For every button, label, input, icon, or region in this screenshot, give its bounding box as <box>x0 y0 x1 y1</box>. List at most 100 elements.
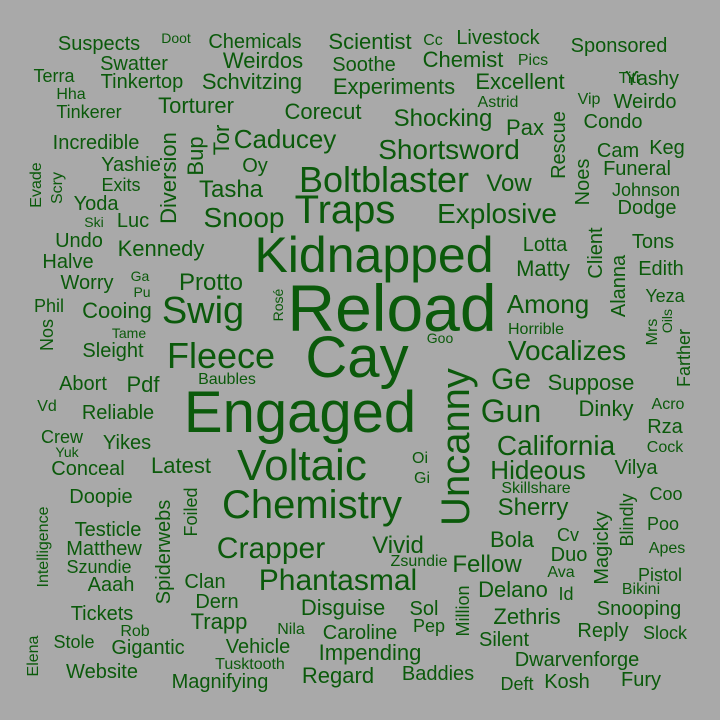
cloud-word: Nos <box>37 318 57 352</box>
cloud-word: Condo <box>583 111 643 133</box>
cloud-word: Yeza <box>645 286 685 306</box>
cloud-word: Dern <box>195 591 239 613</box>
cloud-word: Rza <box>647 416 683 438</box>
cloud-word: Skillshare <box>501 480 571 497</box>
cloud-word: Dinky <box>578 396 634 421</box>
cloud-word: Hideous <box>490 455 586 485</box>
cloud-word: Caducey <box>233 124 337 154</box>
cloud-word: Tame <box>111 325 147 341</box>
cloud-word: Edith <box>638 258 684 280</box>
cloud-word: Vilya <box>614 457 658 479</box>
cloud-word: Phil <box>33 296 65 316</box>
cloud-word: Ski <box>84 214 104 230</box>
cloud-word: Client <box>585 227 607 279</box>
cloud-word: Scry <box>49 172 66 204</box>
cloud-word: Ga <box>130 268 150 284</box>
cloud-word: Latest <box>151 453 211 478</box>
cloud-word: Oi <box>412 450 428 467</box>
cloud-word: Pdf <box>126 372 160 397</box>
cloud-word: Reply <box>577 620 629 642</box>
cloud-word: Tinkerer <box>56 102 122 122</box>
cloud-word: Protto <box>178 269 244 296</box>
cloud-word: Suppose <box>547 370 635 395</box>
cloud-word: Id <box>558 584 574 604</box>
cloud-word: Lotta <box>522 234 568 256</box>
cloud-word: Vehicle <box>225 636 291 658</box>
cloud-word: Snooping <box>596 598 682 620</box>
cloud-word: Cock <box>646 439 684 456</box>
cloud-word: Weirdo <box>613 91 677 113</box>
cloud-word: Slock <box>642 623 688 643</box>
cloud-word: Scientist <box>328 29 412 54</box>
cloud-word: Caroline <box>322 622 398 644</box>
cloud-word: Baddies <box>401 663 475 685</box>
cloud-word: Incredible <box>52 132 140 154</box>
cloud-word: Kosh <box>544 671 590 693</box>
cloud-word: Astrid <box>477 94 519 111</box>
cloud-word: Corecut <box>284 99 362 124</box>
cloud-word: Tickets <box>70 603 134 625</box>
cloud-word: Suspects <box>57 33 141 55</box>
cloud-word: Doopie <box>69 486 133 508</box>
cloud-word: Swatter <box>100 53 168 75</box>
cloud-word: Gigantic <box>111 637 185 659</box>
cloud-word: Exits <box>101 175 141 195</box>
cloud-word: Sherry <box>497 494 569 521</box>
cloud-word: Rob <box>120 623 150 640</box>
cloud-word: Bola <box>489 527 535 552</box>
cloud-word: Trapp <box>190 609 248 634</box>
cloud-word: Aaah <box>87 574 135 596</box>
cloud-word: Dodge <box>617 197 677 219</box>
cloud-word: Goo <box>426 330 454 346</box>
cloud-word: Pistol <box>637 565 683 585</box>
cloud-word: Intelligence <box>35 506 52 588</box>
cloud-word: Tusktooth <box>215 656 285 673</box>
cloud-word: Ava <box>547 564 575 581</box>
cloud-word: Tinkertop <box>100 71 184 93</box>
cloud-word: Website <box>66 661 138 683</box>
cloud-word: Baubles <box>198 371 256 388</box>
cloud-word: Clan <box>184 571 226 593</box>
cloud-word: Vow <box>486 170 532 197</box>
cloud-word: Doot <box>161 30 191 46</box>
cloud-word: Yashie <box>101 154 161 176</box>
cloud-word: Bikini <box>621 581 661 598</box>
cloud-word: Among <box>506 289 590 319</box>
cloud-word: Weirdos <box>222 48 304 73</box>
cloud-word: Matthew <box>66 538 142 560</box>
cloud-word: Spiderwebs <box>153 499 175 605</box>
cloud-word: Regard <box>301 663 375 688</box>
cloud-word: Nila <box>277 621 305 638</box>
cloud-word: Cc <box>423 32 443 49</box>
cloud-word: Schvitzing <box>201 69 303 94</box>
cloud-word: Shocking <box>393 105 493 132</box>
cloud-word: Undo <box>55 230 103 252</box>
cloud-word: Cam <box>596 140 640 162</box>
cloud-word: Poo <box>646 514 680 534</box>
cloud-word: Tons <box>631 231 675 253</box>
cloud-word: Voltaic <box>237 441 367 490</box>
cloud-word: Pu <box>133 284 151 300</box>
cloud-word: Crapper <box>216 532 326 565</box>
cloud-word: Foiled <box>181 487 201 537</box>
cloud-word: Kennedy <box>117 236 205 261</box>
cloud-word: Testicle <box>74 519 142 541</box>
cloud-word: Yashy <box>624 68 680 90</box>
cloud-word: Disguise <box>300 595 386 620</box>
cloud-word: Sponsored <box>570 35 668 57</box>
cloud-word: Noes <box>572 158 594 206</box>
cloud-word: Fleece <box>166 335 276 376</box>
cloud-word: California <box>496 430 616 461</box>
cloud-word: Dwarvenforge <box>514 649 640 671</box>
cloud-word: Horrible <box>507 321 565 338</box>
cloud-word: Cv <box>557 525 579 545</box>
cloud-word: Million <box>453 585 473 637</box>
cloud-word: Vd <box>37 398 57 415</box>
cloud-word: Rescue <box>548 111 570 179</box>
cloud-word: Shortsword <box>378 134 520 165</box>
cloud-word: Reload <box>287 271 497 345</box>
cloud-word: Gi <box>414 470 430 487</box>
cloud-word: Alanna <box>608 254 630 318</box>
cloud-word: Impending <box>318 640 422 665</box>
